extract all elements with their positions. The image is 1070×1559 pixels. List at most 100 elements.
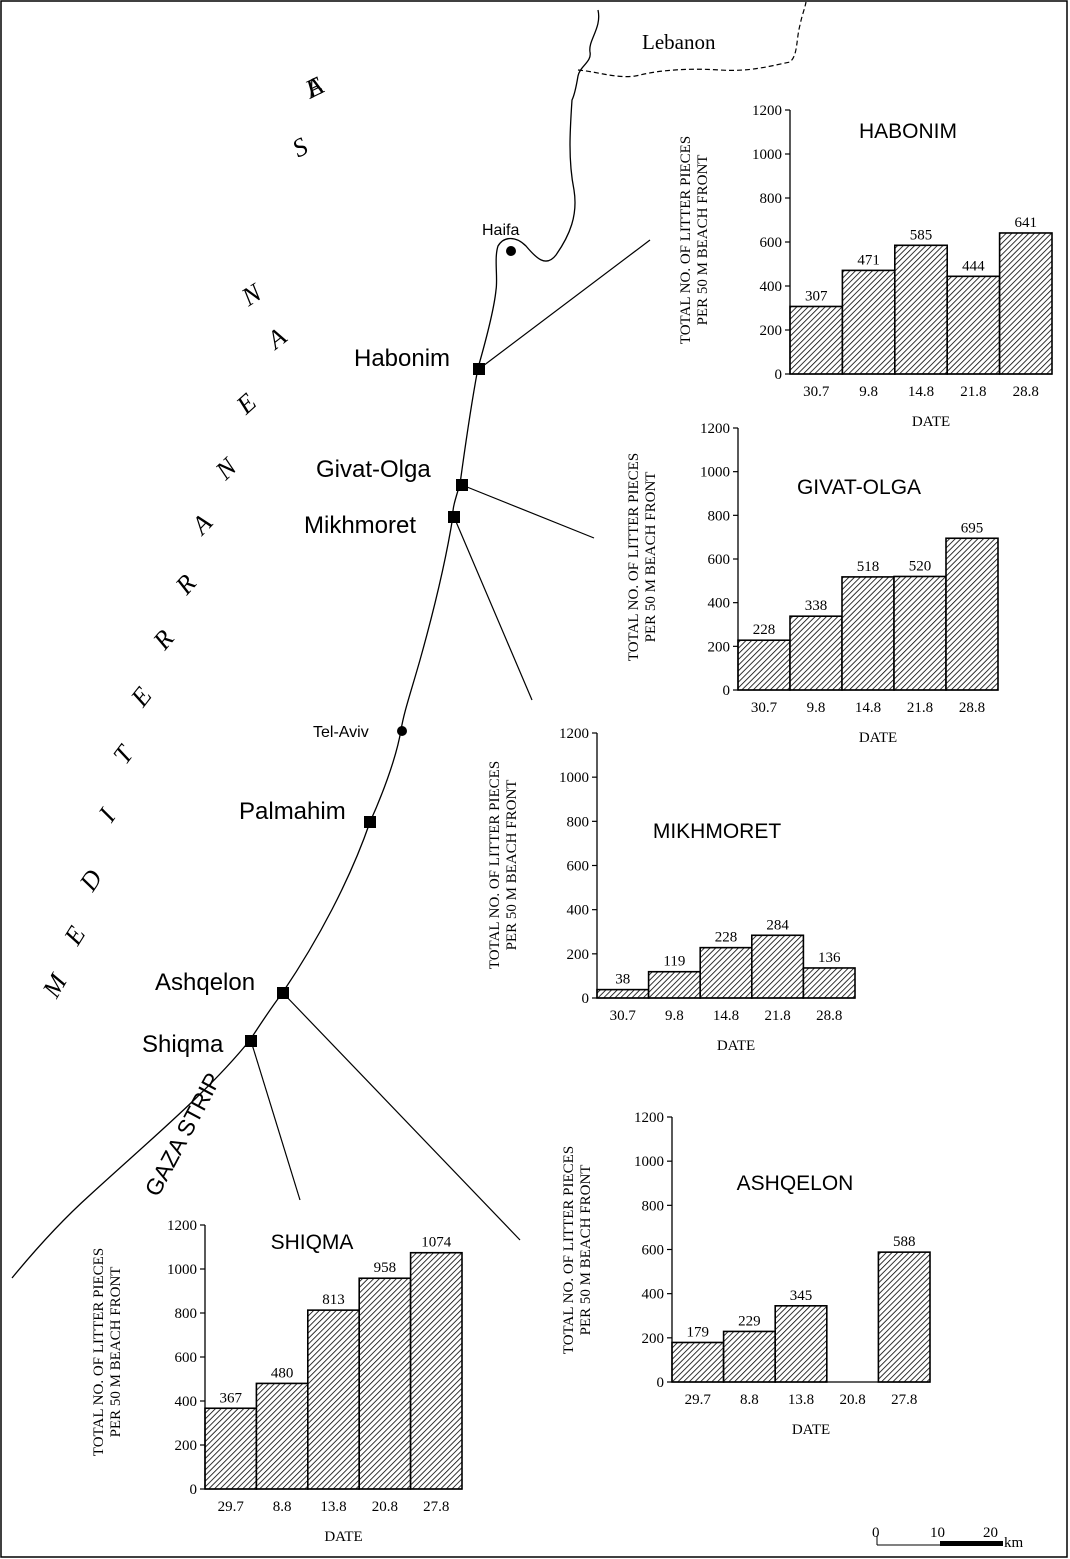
coastline <box>11 9 600 1279</box>
x-tick-label: 27.8 <box>891 1392 917 1408</box>
y-tick-label: 600 <box>708 552 731 568</box>
bar-value-label: 229 <box>738 1313 761 1329</box>
bar <box>841 576 895 691</box>
chart-givat-olga: 228 338 518 520 695 0 200 400 600 800 1000 1200 30.7… <box>626 421 999 746</box>
bar-value-label: 284 <box>766 917 789 933</box>
y-tick-label: 0 <box>657 1375 665 1391</box>
scale-bar: 0 10 20 km <box>872 1525 1024 1551</box>
y-tick-label: 1000 <box>167 1262 197 1278</box>
y-tick-label: 800 <box>175 1306 198 1322</box>
givat-olga-label: Givat-Olga <box>316 456 431 483</box>
bar <box>722 1330 776 1383</box>
chart-habonim: 307 471 585 444 641 0 200 400 600 800 1000 1200 30.7… <box>678 103 1053 430</box>
chart-ashqelon: 179 229 345 588 0 200 400 600 800 1000 1200 29.7 8.8… <box>561 1110 931 1438</box>
sea-label-letter: T <box>107 739 140 769</box>
haifa-label: Haifa <box>482 222 519 239</box>
chart-title: HABONIM <box>859 120 957 143</box>
bar <box>893 575 947 691</box>
bar <box>841 269 896 375</box>
bar-value-label: 228 <box>715 930 738 946</box>
bar <box>737 639 791 691</box>
sea-label-letter: M <box>36 968 73 1003</box>
x-tick-label: 27.8 <box>423 1499 449 1515</box>
y-axis-title-line1: TOTAL NO. OF LITTER PIECES <box>678 136 694 344</box>
leader-givat-olga <box>461 484 595 539</box>
y-tick-label: 1000 <box>700 465 730 481</box>
bar <box>945 537 999 691</box>
bar-value-label: 518 <box>857 559 880 575</box>
y-axis-title-line1: TOTAL NO. OF LITTER PIECES <box>91 1248 107 1456</box>
x-tick-label: 13.8 <box>788 1392 814 1408</box>
bar-value-label: 520 <box>909 558 932 574</box>
y-tick-label: 1200 <box>167 1218 197 1234</box>
bar-value-label: 480 <box>271 1365 294 1381</box>
habonim-label: Habonim <box>354 345 450 372</box>
bar <box>647 970 701 999</box>
sea-label-letter: D <box>73 864 108 897</box>
x-axis-title: DATE <box>717 1038 755 1054</box>
x-tick-label: 28.8 <box>1013 384 1039 400</box>
scale-label-20: 20 <box>983 1525 998 1541</box>
sea-label-letter: N <box>236 277 268 312</box>
x-tick-label: 21.8 <box>764 1008 790 1024</box>
sea-label-letter: A <box>299 71 328 105</box>
bar <box>893 244 948 375</box>
y-tick-label: 800 <box>567 814 590 830</box>
x-tick-label: 9.8 <box>807 700 826 716</box>
x-tick-label: 30.7 <box>803 384 830 400</box>
x-tick-label: 21.8 <box>960 384 986 400</box>
bar-value-label: 307 <box>805 288 828 304</box>
bar-value-label: 641 <box>1015 215 1038 231</box>
y-tick-label: 1200 <box>559 726 589 742</box>
bar <box>358 1277 412 1490</box>
x-tick-label: 21.8 <box>907 700 933 716</box>
bar-value-label: 813 <box>322 1292 345 1308</box>
x-axis-title: DATE <box>324 1529 362 1545</box>
haifa-dot <box>506 246 516 256</box>
bar-value-label: 136 <box>818 950 841 966</box>
bar-value-label: 695 <box>961 520 984 536</box>
lebanon-label: Lebanon <box>642 30 716 54</box>
y-tick-label: 1200 <box>700 421 730 437</box>
y-tick-label: 400 <box>642 1287 665 1303</box>
y-axis-title-line2: PER 50 M BEACH FRONT <box>108 1267 124 1438</box>
chart-title: MIKHMORET <box>653 820 782 843</box>
x-tick-label: 9.8 <box>859 384 878 400</box>
bar <box>204 1407 258 1490</box>
y-tick-label: 1000 <box>559 770 589 786</box>
ashqelon-label: Ashqelon <box>155 969 255 996</box>
sea-label-letter: A <box>260 322 292 356</box>
scale-label-0: 0 <box>872 1525 880 1541</box>
bar <box>750 934 805 999</box>
y-tick-label: 1200 <box>634 1110 664 1126</box>
y-tick-label: 200 <box>642 1331 665 1347</box>
chart-shiqma: 367 480 813 958 1074 0 200 400 600 800 1000 1200 29.… <box>91 1218 463 1545</box>
bar <box>998 232 1053 375</box>
sea-label-letter: R <box>147 624 180 656</box>
mikhmoret-label: Mikhmoret <box>304 512 416 539</box>
tel-aviv-label: Tel-Aviv <box>313 724 369 741</box>
y-tick-label: 800 <box>760 191 783 207</box>
x-tick-label: 8.8 <box>740 1392 759 1408</box>
x-tick-label: 14.8 <box>713 1008 739 1024</box>
leader-lines <box>250 239 651 1241</box>
x-tick-label: 9.8 <box>665 1008 684 1024</box>
y-tick-label: 1000 <box>634 1154 664 1170</box>
sea-label-letter: E <box>230 388 262 421</box>
chart-title: ASHQELON <box>737 1172 854 1195</box>
bar-value-label: 958 <box>374 1260 397 1276</box>
sea-label-letter: A <box>185 508 218 541</box>
x-tick-label: 29.7 <box>218 1499 245 1515</box>
x-tick-label: 20.8 <box>372 1499 398 1515</box>
bar-value-label: 38 <box>615 972 630 988</box>
leader-ashqelon <box>282 992 521 1241</box>
y-tick-label: 400 <box>760 279 783 295</box>
y-tick-label: 200 <box>760 323 783 339</box>
bar-value-label: 444 <box>962 258 985 274</box>
y-tick-label: 0 <box>775 367 783 383</box>
bar <box>409 1251 463 1490</box>
bar-value-label: 345 <box>790 1288 813 1304</box>
y-tick-label: 0 <box>582 991 590 1007</box>
leader-mikhmoret <box>453 516 533 701</box>
